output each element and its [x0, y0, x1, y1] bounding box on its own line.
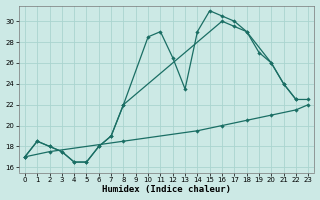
X-axis label: Humidex (Indice chaleur): Humidex (Indice chaleur) [102, 185, 231, 194]
